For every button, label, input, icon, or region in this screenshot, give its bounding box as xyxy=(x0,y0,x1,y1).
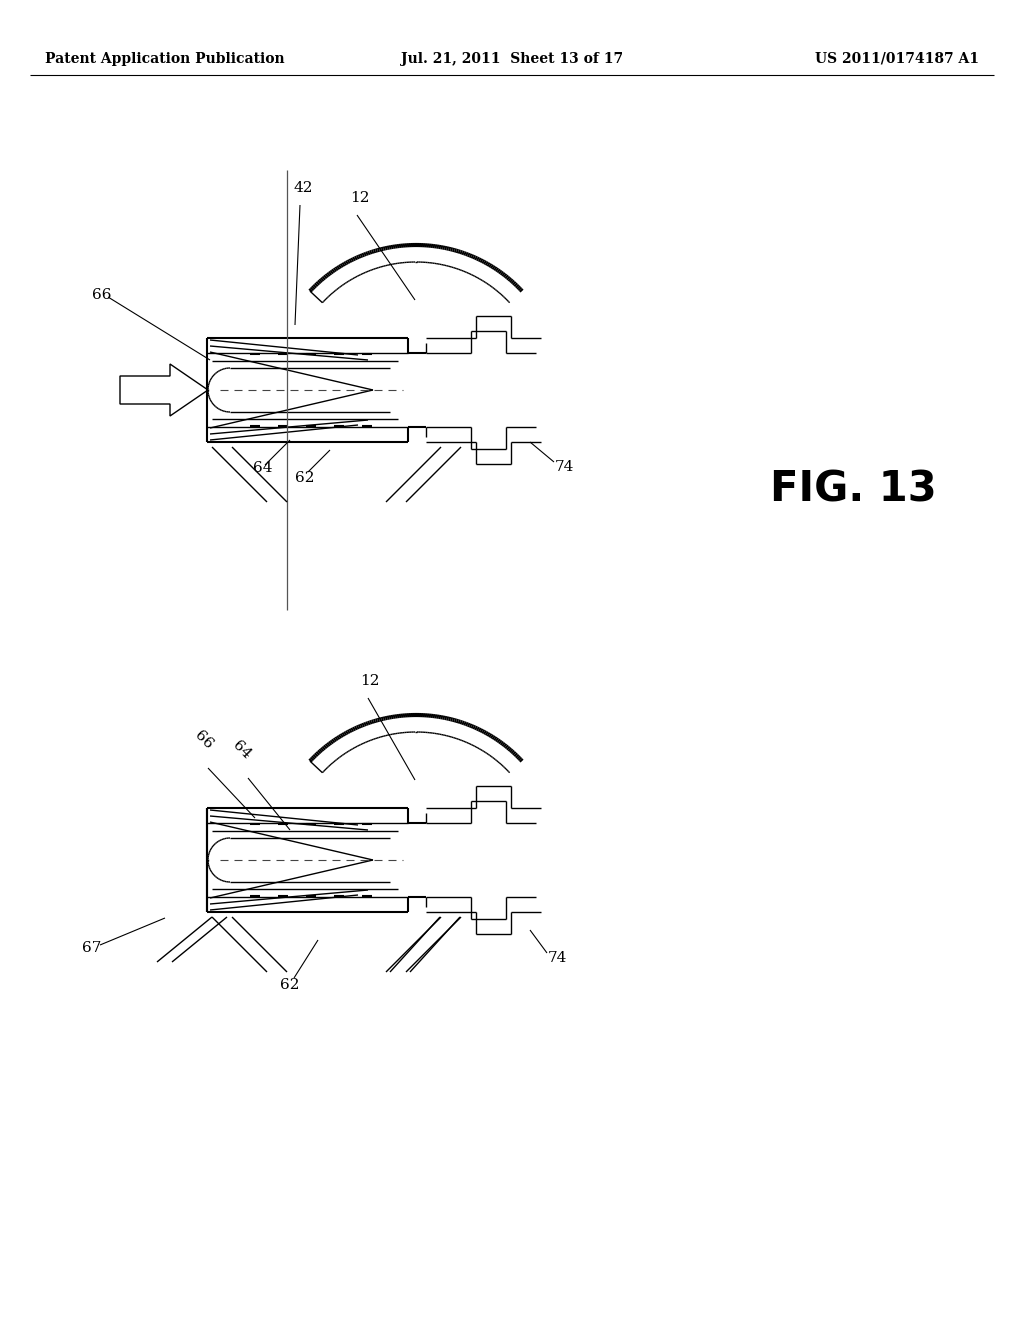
Text: Patent Application Publication: Patent Application Publication xyxy=(45,51,285,66)
Text: 74: 74 xyxy=(555,459,574,474)
Text: 66: 66 xyxy=(193,729,216,752)
Text: 67: 67 xyxy=(82,941,101,954)
Text: 64: 64 xyxy=(230,738,254,762)
Text: 42: 42 xyxy=(293,181,312,195)
Text: 62: 62 xyxy=(280,978,299,993)
Text: US 2011/0174187 A1: US 2011/0174187 A1 xyxy=(815,51,979,66)
Text: 74: 74 xyxy=(548,950,567,965)
Text: Jul. 21, 2011  Sheet 13 of 17: Jul. 21, 2011 Sheet 13 of 17 xyxy=(401,51,623,66)
Text: 12: 12 xyxy=(360,675,380,688)
Text: 12: 12 xyxy=(350,191,370,205)
Text: 66: 66 xyxy=(92,288,112,302)
Text: 64: 64 xyxy=(253,461,272,475)
Polygon shape xyxy=(120,364,208,416)
Text: 62: 62 xyxy=(295,471,314,484)
Text: FIG. 13: FIG. 13 xyxy=(770,469,937,511)
